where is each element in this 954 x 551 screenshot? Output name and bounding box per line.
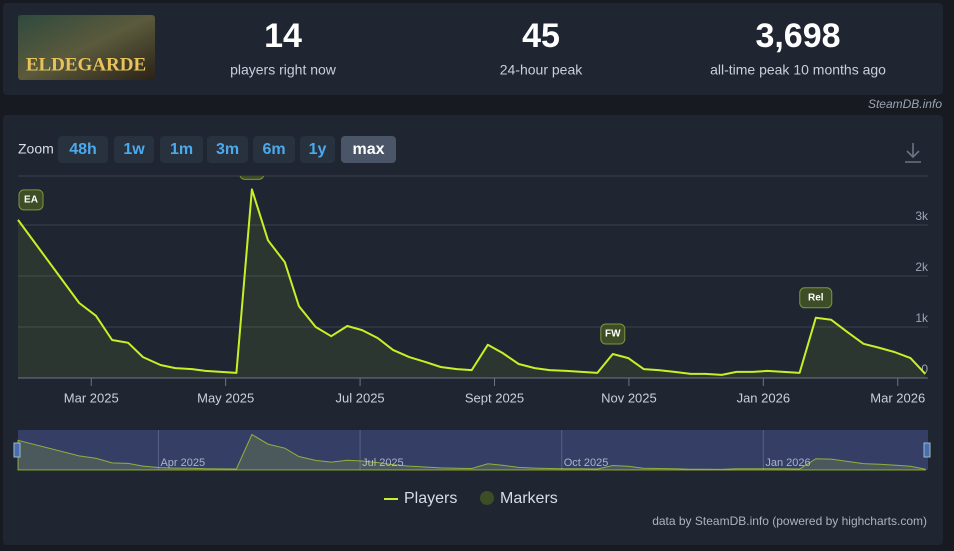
- zoom-button[interactable]: [253, 136, 295, 163]
- legend-label[interactable]: Players: [404, 490, 457, 507]
- marker-flag[interactable]: [799, 287, 833, 309]
- zoom-button-label: 1w: [123, 141, 145, 158]
- navigator[interactable]: [18, 430, 928, 470]
- x-tick-label: Nov 2025: [601, 390, 657, 405]
- zoom-button[interactable]: [300, 136, 335, 163]
- stat-label: 24-hour peak: [500, 62, 584, 78]
- marker-label: FW: [605, 329, 621, 340]
- x-tick-label: Sept 2025: [465, 390, 524, 405]
- y-tick-label: 3k: [915, 209, 929, 223]
- zoom-button-label: max: [352, 141, 384, 158]
- legend-swatch: [480, 491, 494, 505]
- zoom-button[interactable]: [207, 136, 248, 163]
- stat-label: all-time peak 10 months ago: [710, 62, 886, 78]
- marker-flag[interactable]: [239, 159, 265, 180]
- marker-flag[interactable]: [600, 323, 626, 345]
- navigator-handle[interactable]: [13, 442, 21, 458]
- stat-value: 3,698: [755, 17, 840, 55]
- stats-panel: [3, 3, 943, 95]
- navigator-tick-label: Oct 2025: [564, 457, 609, 469]
- x-tick-label: Mar 2026: [870, 390, 925, 405]
- navigator-handle[interactable]: [923, 442, 931, 458]
- zoom-button-label: 3m: [216, 141, 239, 158]
- zoom-button-label: 1y: [309, 141, 327, 158]
- y-tick-label: 1k: [915, 311, 929, 325]
- stat-value: 14: [264, 17, 302, 55]
- markers: EA FW Rel: [18, 159, 833, 345]
- stat-label: players right now: [230, 62, 337, 78]
- marker-label: Rel: [808, 292, 824, 303]
- zoom-button-label: 1m: [170, 141, 193, 158]
- game-logo[interactable]: [18, 15, 155, 80]
- zoom-label: Zoom: [18, 141, 54, 157]
- marker-label: EA: [24, 195, 38, 206]
- x-tick-label: Jan 2026: [737, 390, 791, 405]
- zoom-button[interactable]: [341, 136, 396, 163]
- legend-label[interactable]: Markers: [500, 490, 558, 507]
- x-tick-label: Mar 2025: [64, 390, 119, 405]
- navigator-tick-label: Apr 2025: [160, 457, 205, 469]
- zoom-button-label: 6m: [262, 141, 285, 158]
- marker-flag[interactable]: [18, 189, 44, 211]
- zoom-button[interactable]: [114, 136, 154, 163]
- y-tick-label: 0: [921, 362, 928, 376]
- navigator-tick-label: Jan 2026: [765, 457, 810, 469]
- players-line: [17, 188, 927, 376]
- x-tick-label: Jul 2025: [336, 390, 385, 405]
- players-area: [18, 189, 926, 378]
- stat-value: 45: [522, 17, 560, 55]
- download-icon[interactable]: [905, 143, 921, 163]
- x-tick-label: May 2025: [197, 390, 254, 405]
- y-tick-label: 2k: [915, 260, 929, 274]
- zoom-button[interactable]: [58, 136, 108, 163]
- navigator-line: [17, 433, 926, 471]
- zoom-button-label: 48h: [69, 141, 97, 158]
- chart-panel: [3, 115, 943, 545]
- logo-text: ELDEGARDE: [26, 54, 146, 75]
- credit: data by SteamDB.info (powered by highcha…: [652, 514, 927, 528]
- zoom-button[interactable]: [160, 136, 203, 163]
- source: SteamDB.info: [868, 97, 942, 111]
